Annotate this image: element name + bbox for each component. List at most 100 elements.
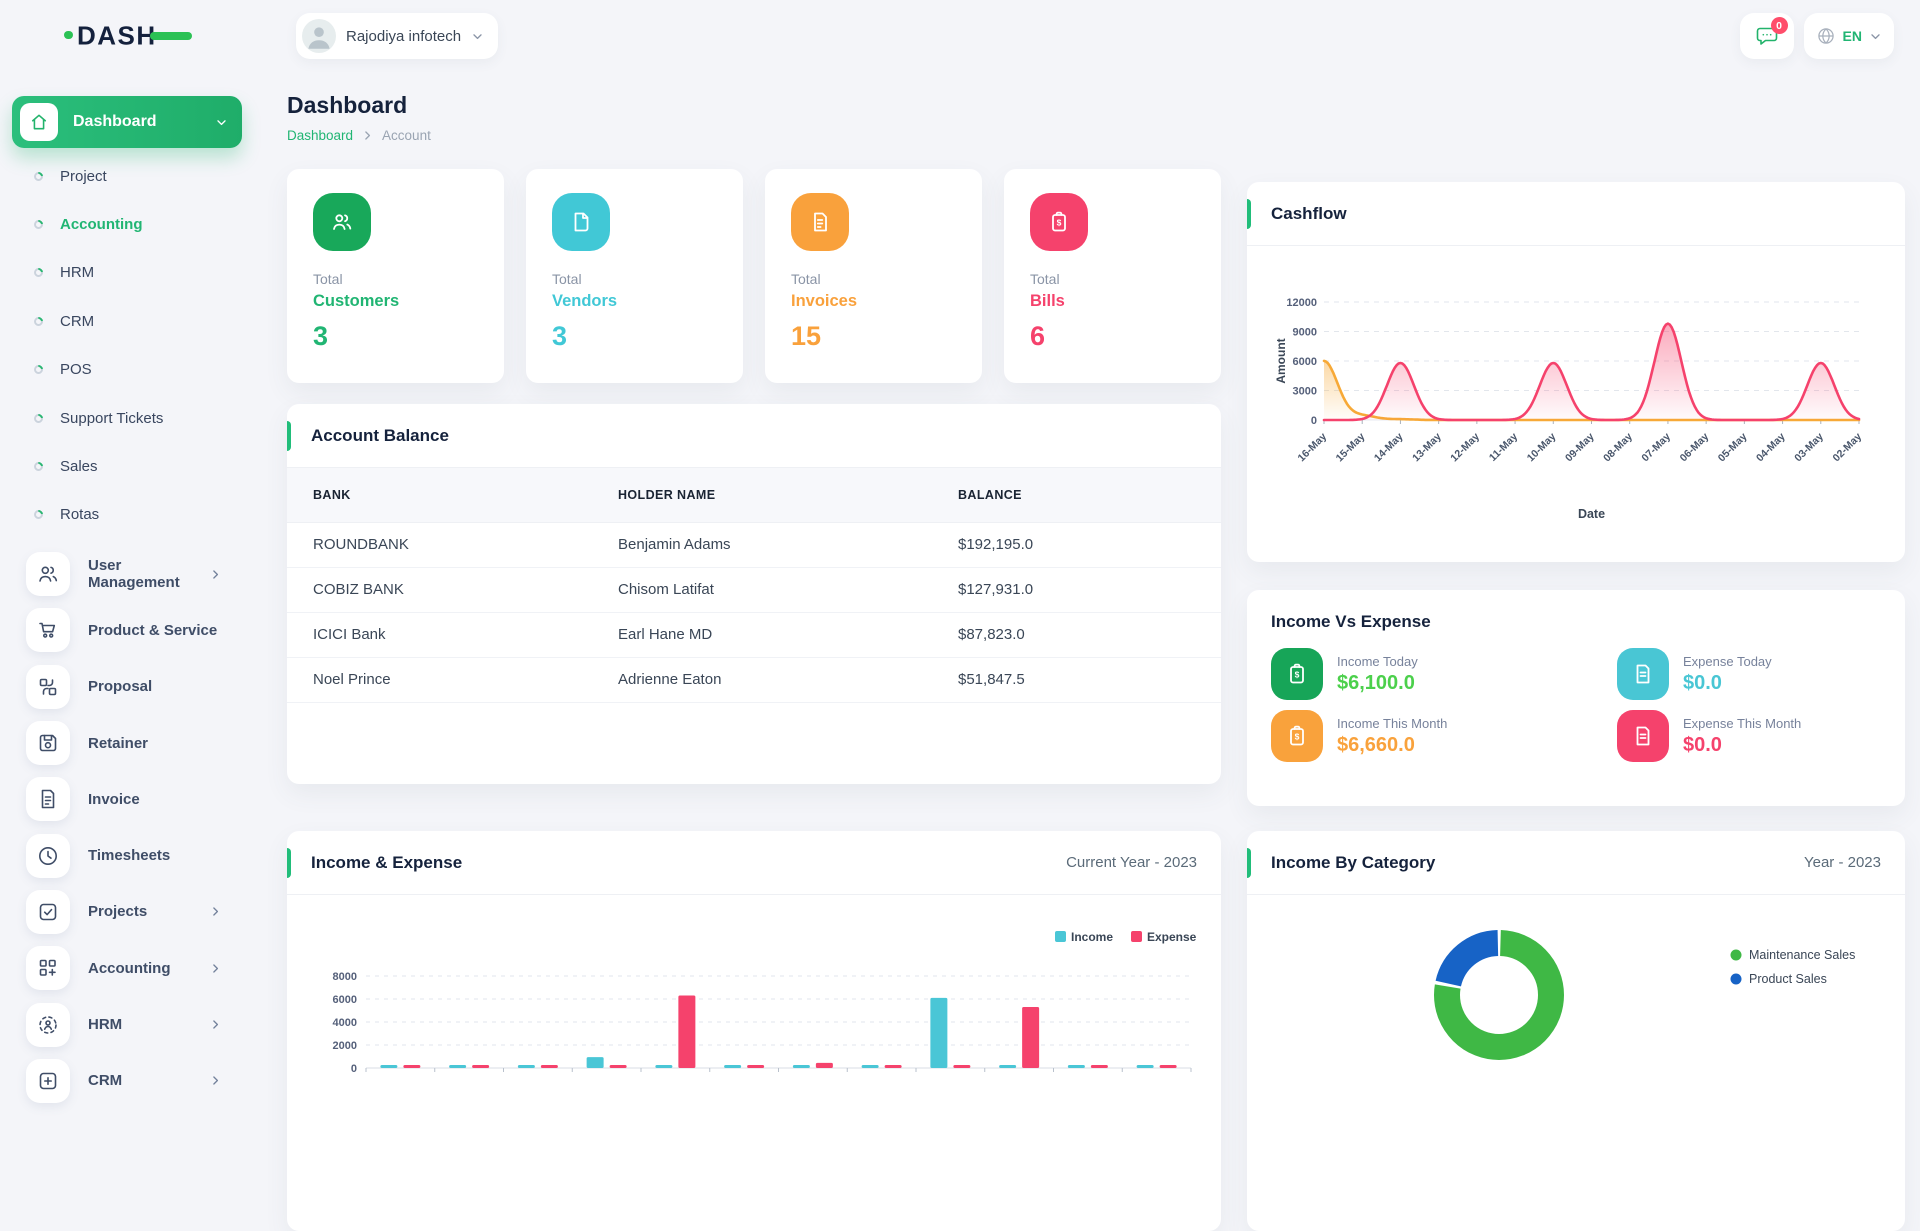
sidebar-item-dashboard[interactable]: Dashboard <box>12 96 242 148</box>
bullet-icon <box>32 460 45 473</box>
sidebar-item-product-service[interactable]: Product & Service <box>0 602 256 658</box>
bullet-icon <box>32 508 45 522</box>
sidebar-item-projects[interactable]: Projects <box>0 884 256 940</box>
proposal-icon <box>26 664 70 709</box>
bank-cell: Noel Prince <box>287 657 618 703</box>
sidebar-item-crm[interactable]: CRM <box>0 1053 256 1109</box>
sidebar-item-sales[interactable]: Sales <box>0 442 256 490</box>
account-balance-table: BANK HOLDER NAME BALANCE ROUNDBANK Benjam… <box>287 468 1221 703</box>
main-shell: Rajodiya infotech 0 <box>256 0 1920 1231</box>
breadcrumb-dashboard-link[interactable]: Dashboard <box>287 128 354 143</box>
home-icon <box>20 103 58 141</box>
sidebar-item-support-tickets[interactable]: Support Tickets <box>0 394 256 442</box>
sidebar-item-hrm[interactable]: HRM <box>0 996 256 1052</box>
card-accent-bar <box>1247 848 1251 878</box>
svg-text:11-May: 11-May <box>1487 431 1520 464</box>
clock-icon <box>26 833 70 878</box>
topbar-actions: 0 EN <box>1739 13 1894 59</box>
bank-cell: ROUNDBANK <box>287 522 618 568</box>
income-vs-expense-card: Income Vs Expense $ Income Today $6,100.0 E… <box>1247 590 1905 806</box>
sidebar-item-accounting[interactable]: Accounting <box>0 940 256 996</box>
language-label: EN <box>1842 28 1862 44</box>
sidebar-item-proposal[interactable]: Proposal <box>0 659 256 715</box>
chevron-down-icon <box>215 116 228 129</box>
sidebar-item-label: Accounting <box>88 959 171 977</box>
table-row: ROUNDBANK Benjamin Adams $192,195.0 <box>287 522 1221 568</box>
svg-text:8000: 8000 <box>333 971 357 983</box>
svg-text:0: 0 <box>351 1063 357 1075</box>
svg-text:13-May: 13-May <box>1410 431 1444 465</box>
globe-icon <box>1817 28 1834 44</box>
sidebar-item-invoice[interactable]: Invoice <box>0 771 256 827</box>
users-icon <box>26 552 70 597</box>
stat-top-label: Total <box>552 271 582 287</box>
chart-period-label: Year - 2023 <box>1803 854 1881 871</box>
card-title: Income Vs Expense <box>1271 612 1431 631</box>
sidebar-item-rotas[interactable]: Rotas <box>0 491 256 539</box>
stat-label: Bills <box>1030 292 1065 310</box>
chevron-right-icon <box>209 905 222 918</box>
sidebar-item-crm[interactable]: CRM <box>0 297 256 345</box>
tile-value: $6,660.0 <box>1337 733 1415 756</box>
svg-text:10-May: 10-May <box>1525 431 1559 465</box>
svg-text:6000: 6000 <box>333 994 357 1006</box>
sidebar-item-label: CRM <box>60 312 95 330</box>
stat-label: Invoices <box>791 292 858 310</box>
notification-badge: 0 <box>1770 17 1788 34</box>
sidebar-item-user-management[interactable]: User Management <box>0 546 256 602</box>
tile-label: Income Today <box>1337 653 1418 669</box>
bullet-icon <box>32 169 45 183</box>
sidebar-item-project[interactable]: Project <box>0 152 256 200</box>
breadcrumb: Dashboard Account <box>287 128 1894 143</box>
sidebar-item-label: Product & Service <box>88 621 218 639</box>
sidebar-item-timesheets[interactable]: Timesheets <box>0 827 256 883</box>
column-header-bank: BANK <box>287 468 618 523</box>
income-expense-card: Income & Expense Current Year - 2023 0 20… <box>287 831 1221 1231</box>
sidebar-item-pos[interactable]: POS <box>0 346 256 394</box>
svg-text:Product Sales: Product Sales <box>1749 972 1827 986</box>
main-content: Dashboard Dashboard Account Total Custome… <box>256 72 1920 1231</box>
sidebar-item-label: HRM <box>88 1016 123 1034</box>
cart-icon <box>26 608 70 653</box>
stat-card-bills: $ Total Bills 6 <box>1004 169 1221 383</box>
svg-text:03-May: 03-May <box>1792 431 1826 465</box>
messages-button[interactable]: 0 <box>1739 13 1794 59</box>
sidebar-item-label: POS <box>60 361 92 379</box>
holder-cell: Adrienne Eaton <box>618 657 958 703</box>
card-accent-bar <box>1247 199 1251 229</box>
stat-top-label: Total <box>791 271 821 287</box>
svg-text:08-May: 08-May <box>1601 431 1635 465</box>
bank-cell: COBIZ BANK <box>287 567 618 613</box>
sidebar-item-label: Projects <box>88 903 148 921</box>
dash-logo-icon: DASH <box>64 21 192 51</box>
company-switcher[interactable]: Rajodiya infotech <box>296 13 499 59</box>
sidebar-item-label: Rotas <box>60 506 100 524</box>
sidebar-item-hrm[interactable]: HRM <box>0 249 256 297</box>
sidebar-item-retainer[interactable]: Retainer <box>0 715 256 771</box>
sidebar-item-label: HRM <box>60 264 95 282</box>
card-title: Income By Category <box>1271 852 1436 872</box>
svg-text:16-May: 16-May <box>1295 431 1329 465</box>
sidebar-item-label: User Management <box>88 557 180 592</box>
stat-value: 3 <box>313 321 329 351</box>
projects-check-icon <box>26 889 70 934</box>
language-selector[interactable]: EN <box>1803 13 1894 59</box>
tile-expense-this-month: Expense This Month $0.0 <box>1617 710 1881 762</box>
stat-top-label: Total <box>1030 271 1060 287</box>
breadcrumb-current: Account <box>382 128 431 143</box>
app-logo[interactable]: DASH <box>64 18 256 57</box>
svg-text:Income: Income <box>1071 930 1113 944</box>
svg-text:04-May: 04-May <box>1754 431 1788 465</box>
avatar <box>302 19 336 53</box>
svg-text:02-May: 02-May <box>1830 431 1864 465</box>
sidebar-item-accounting[interactable]: Accounting <box>0 200 256 248</box>
svg-text:07-May: 07-May <box>1639 431 1673 465</box>
balance-cell: $87,823.0 <box>958 612 1221 658</box>
vendors-icon <box>552 193 610 251</box>
page-title: Dashboard <box>287 92 408 118</box>
column-header-holder: HOLDER NAME <box>618 468 958 523</box>
chart-period-label: Current Year - 2023 <box>1066 854 1197 871</box>
chevron-down-icon <box>1869 30 1882 43</box>
tile-income-today: $ Income Today $6,100.0 <box>1271 648 1617 700</box>
retainer-icon <box>26 721 70 766</box>
